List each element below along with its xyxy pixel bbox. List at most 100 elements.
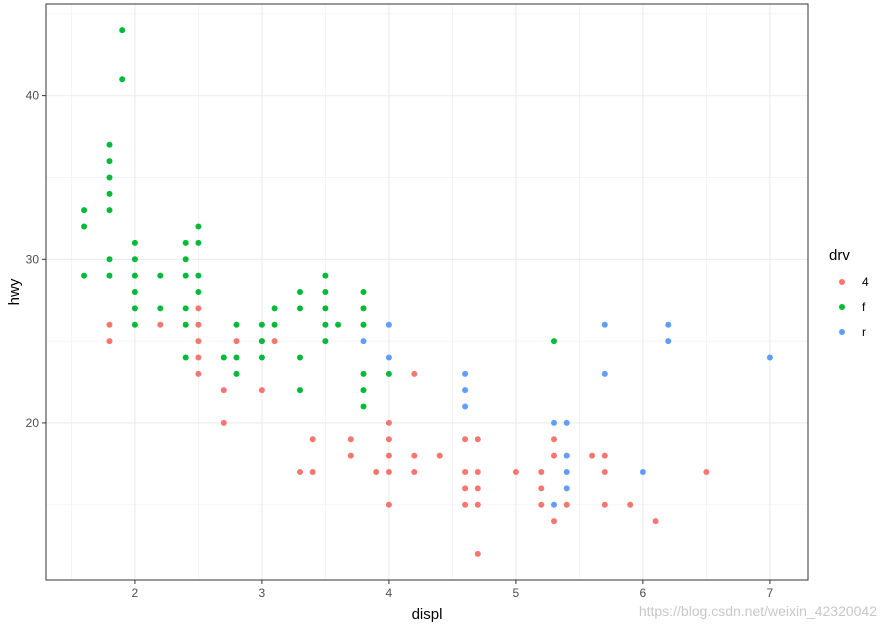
x-tick-label: 3: [259, 586, 266, 600]
data-point-4: [195, 370, 202, 377]
data-point-f: [271, 321, 278, 328]
data-point-4: [474, 436, 481, 443]
data-point-f: [322, 321, 329, 328]
grid: [46, 4, 808, 580]
data-point-4: [512, 469, 519, 475]
data-point-4: [195, 305, 202, 312]
data-point-f: [360, 305, 367, 312]
data-point-f: [157, 272, 164, 279]
data-point-4: [652, 518, 659, 525]
data-point-f: [106, 190, 113, 197]
data-point-f: [322, 272, 329, 279]
data-point-f: [233, 321, 240, 328]
data-point-f: [360, 289, 367, 295]
data-point-4: [462, 501, 469, 508]
data-point-4: [195, 321, 202, 328]
legend-title: drv: [829, 247, 850, 264]
data-point-4: [462, 436, 469, 443]
data-point-4: [411, 452, 418, 459]
data-point-4: [538, 501, 545, 508]
data-point-r: [665, 321, 672, 328]
data-point-4: [385, 419, 392, 426]
data-point-4: [703, 469, 710, 475]
data-point-f: [131, 305, 138, 312]
data-point-f: [106, 141, 113, 148]
data-point-f: [182, 272, 189, 279]
data-point-r: [563, 452, 570, 459]
data-point-r: [360, 338, 367, 345]
data-point-4: [462, 469, 469, 475]
data-point-f: [195, 289, 202, 295]
x-axis-title: displ: [412, 606, 443, 623]
data-point-f: [81, 223, 88, 230]
data-point-f: [131, 321, 138, 328]
data-point-f: [360, 403, 367, 410]
x-tick-label: 5: [513, 586, 520, 600]
data-point-4: [157, 321, 164, 328]
data-point-f: [551, 338, 557, 345]
data-point-4: [385, 436, 392, 443]
data-point-4: [271, 338, 278, 345]
data-point-4: [195, 338, 202, 345]
data-point-4: [233, 338, 240, 345]
data-point-4: [258, 387, 265, 394]
data-point-4: [385, 452, 392, 459]
data-point-4: [474, 469, 481, 475]
data-point-4: [601, 452, 608, 459]
data-point-4: [601, 469, 608, 475]
data-point-4: [411, 469, 418, 475]
data-point-4: [538, 469, 545, 475]
data-point-f: [131, 256, 138, 263]
data-point-r: [551, 419, 557, 426]
data-point-r: [462, 370, 469, 377]
data-point-f: [131, 272, 138, 279]
data-point-4: [474, 501, 481, 508]
data-point-f: [297, 305, 303, 312]
data-point-4: [347, 452, 354, 459]
data-point-4: [220, 387, 227, 394]
data-point-4: [551, 452, 557, 459]
data-point-f: [106, 158, 113, 165]
data-point-4: [297, 469, 303, 475]
data-point-f: [106, 272, 113, 279]
data-point-r: [601, 321, 608, 328]
data-point-f: [322, 305, 329, 312]
data-point-f: [131, 239, 138, 246]
data-point-f: [297, 354, 303, 361]
data-point-f: [297, 289, 303, 295]
data-point-f: [385, 370, 392, 377]
data-point-4: [220, 419, 227, 426]
data-point-4: [627, 501, 634, 508]
data-point-4: [373, 469, 380, 475]
data-point-f: [233, 370, 240, 377]
axes: 2 3 4 5 6 7 20 30 40: [26, 89, 774, 600]
x-tick-label: 2: [132, 586, 139, 600]
data-point-f: [233, 354, 240, 361]
data-point-f: [182, 305, 189, 312]
data-point-f: [297, 387, 303, 394]
data-point-f: [182, 354, 189, 361]
data-point-4: [474, 550, 481, 557]
data-point-r: [563, 469, 570, 475]
x-tick-label: 4: [386, 586, 393, 600]
data-point-4: [106, 338, 113, 345]
data-point-r: [551, 501, 557, 508]
data-point-f: [182, 321, 189, 328]
data-point-f: [195, 272, 202, 279]
data-point-f: [131, 289, 138, 295]
legend-label-4: 4: [862, 275, 869, 289]
data-point-f: [322, 338, 329, 345]
y-tick-label: 20: [26, 416, 40, 430]
data-point-f: [271, 305, 278, 312]
data-point-f: [81, 207, 88, 214]
data-point-r: [639, 469, 646, 475]
x-tick-label: 6: [640, 586, 647, 600]
data-point-f: [220, 354, 227, 361]
data-point-4: [385, 469, 392, 475]
data-point-r: [385, 321, 392, 328]
data-point-f: [106, 207, 113, 214]
legend-label-f: f: [862, 300, 866, 314]
